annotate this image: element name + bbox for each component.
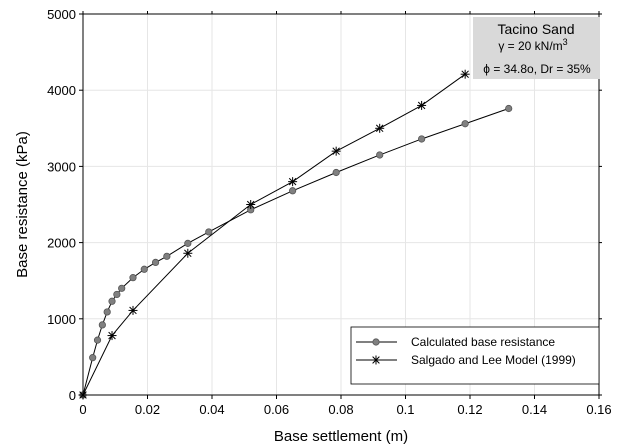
series-0-point-11 [163,252,171,260]
legend-label-salgado: Salgado and Lee Model (1999) [411,353,576,367]
y-tick-label-4: 4000 [47,83,76,98]
legend-marker-salgado [371,355,381,365]
annotation-box: Tacino Sand γ = 20 kN/m3 ϕ = 34.8o, Dr =… [473,17,600,79]
grid [83,14,599,395]
y-axis-title: Base resistance (kPa) [14,131,31,278]
series-1-line [82,73,466,396]
annotation-gamma-superscript: 3 [563,37,568,47]
series-1-point-2 [128,305,138,315]
series-1-point-1 [107,331,117,341]
series-0-point-4 [103,308,111,316]
series-1-point-9 [460,69,470,79]
x-tick-label-7: 0.14 [522,402,547,417]
y-tick-label-2: 2000 [47,236,76,251]
series-0-point-20 [505,104,513,113]
series-1-point-8 [417,100,427,110]
series-0-point-9 [140,265,148,273]
x-tick-label-5: 0.1 [396,402,414,417]
x-axis-title: Base settlement (m) [274,428,408,445]
series-0-point-1 [89,354,97,362]
x-tick-label-4: 0.08 [328,402,353,417]
series-0-point-5 [108,297,116,305]
series-0-point-18 [418,135,426,143]
series-0-point-12 [184,239,192,247]
annotation-background [473,17,600,79]
series-0-point-2 [93,336,102,344]
series-1-point-7 [375,123,385,133]
series-1-point-0 [78,390,88,400]
x-tick-label-6: 0.12 [457,402,482,417]
x-tick-label-0: 0 [79,402,86,417]
legend-asterisk [371,355,381,365]
annotation-gamma: γ = 20 kN/m3 [498,37,567,53]
x-tick-label-2: 0.04 [199,402,224,417]
x-tick-label-8: 0.16 [586,402,611,417]
series-1-point-3 [183,248,193,258]
series-layer [78,69,513,400]
series-1-point-5 [288,177,298,187]
legend-label-calculated: Calculated base resistance [411,335,555,349]
series-0-point-15 [289,187,297,195]
series-0-point-16 [332,168,340,177]
axes: 0 0.02 0.04 0.06 0.08 0.1 0.12 0.14 0.16 0 1000 200… [14,7,612,445]
annotation-phi: ϕ = 34.8o, Dr = 35% [483,62,591,76]
series-1-point-4 [246,200,256,209]
y-tick-label-1: 1000 [47,312,76,327]
annotation-title: Tacino Sand [497,21,574,37]
series-0-point-8 [129,274,137,282]
series-0-point-6 [113,290,121,299]
series-0-point-3 [98,321,106,329]
y-tick-label-3: 3000 [47,159,76,174]
x-tick-label-1: 0.02 [135,402,160,417]
y-tick-label-0: 0 [69,388,76,403]
series-0-point-7 [118,284,126,292]
series-1-point-6 [331,146,341,156]
series-0-point-17 [376,151,384,159]
y-tick-label-5: 5000 [47,7,76,22]
legend-marker-calculated [372,338,380,346]
series-0-point-19 [461,120,469,128]
series-0-point-13 [205,228,213,236]
x-tick-label-3: 0.06 [264,402,289,417]
legend-frame [350,326,600,385]
legend: Calculated base resistance Salgado and L… [350,326,600,385]
series-0-point-10 [151,258,160,267]
